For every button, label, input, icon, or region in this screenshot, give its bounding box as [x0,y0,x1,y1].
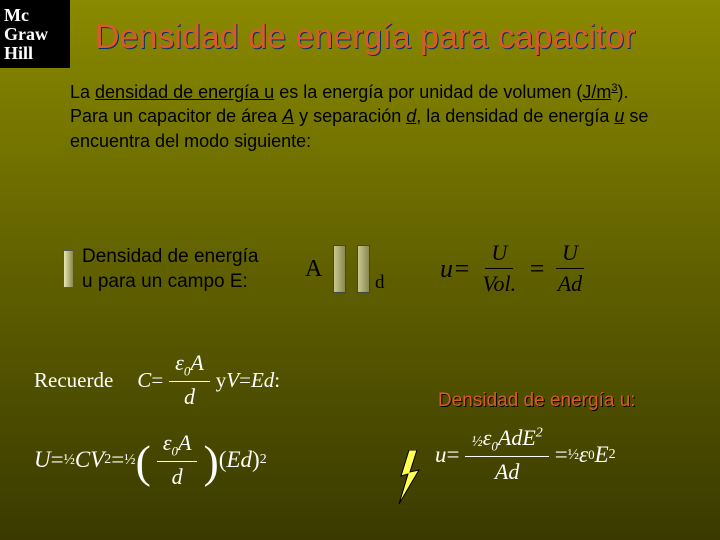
txt: Recuerde [34,368,113,393]
slide-title: Densidad de energía para capacitor [95,18,636,57]
txt: , la densidad de energía [416,106,614,126]
var: ε [175,350,184,375]
recall-formula: Recuerde C = ε0A d y V = Ed : [34,350,280,410]
var: U [34,447,51,473]
result-label: Densidad de energía u: [438,390,636,412]
bullet-icon [63,250,74,288]
txt: A [282,106,294,126]
txt: y [216,368,227,393]
txt: u para un campo E: [82,270,258,295]
formula-result: u = ½ε0AdE2 Ad = ½ ε 0 E 2 [435,425,616,485]
separation-label: d [375,272,385,294]
num: U [556,240,584,269]
var: d [178,382,201,410]
formula-density-def: u = U Vol. = U Ad [440,240,594,297]
txt: d [406,106,416,126]
var: V [90,447,104,473]
intro-paragraph: La densidad de energía u es la energía p… [70,80,670,153]
op: = [528,254,546,284]
var: C [75,447,90,473]
logo-line2: Graw [4,25,66,44]
op: = [51,447,64,473]
txt: u [614,106,624,126]
var: AdE [498,425,536,450]
plate-right [357,245,370,293]
var: A [190,350,203,375]
op: = [453,254,471,284]
formula-energy: U = ½ C V 2 = ½ ( ε0A d ) ( Ed ) 2 [34,430,267,490]
frac: ½ [471,434,482,450]
var: Ed [226,447,252,473]
publisher-logo: Mc Graw Hill [0,0,70,68]
var: u [435,442,447,468]
txt: Densidad de energía [82,245,258,270]
den: Ad [552,269,588,297]
var: ε [163,430,172,455]
op: = [239,368,251,393]
op: = [555,442,568,468]
txt: densidad de energía u [95,82,274,102]
sup: 2 [609,447,616,463]
sup: 2 [536,426,543,441]
txt: La [70,82,95,102]
var: ε [579,442,588,468]
sup: 2 [104,452,111,468]
paren: ) [252,447,260,473]
frac: ½ [568,447,579,464]
frac: ½ [124,452,135,469]
txt: es la energía por unidad de volumen ( [274,82,582,102]
frac: ½ [64,452,75,469]
lightning-icon [395,450,425,504]
op: = [111,447,124,473]
logo-line1: Mc [4,6,66,25]
paren: ( [136,439,151,485]
txt: : [274,368,280,393]
sup: 2 [260,452,267,468]
op: = [447,442,460,468]
area-label: A [305,256,322,283]
num: U [485,240,513,269]
txt: y separación [294,106,406,126]
op: = [151,368,163,393]
var: E [595,442,609,468]
txt: J/m [582,82,611,102]
var: Ed [251,368,274,393]
density-label: Densidad de energía u para un campo E: [82,245,258,294]
var: C [137,368,151,393]
var: V [226,368,239,393]
den: Vol. [477,269,523,297]
var: Ad [489,457,525,485]
paren: ) [203,439,218,485]
logo-line3: Hill [4,44,66,63]
var: A [178,430,191,455]
var: u [440,254,453,284]
plate-left [333,245,346,293]
var: d [166,462,189,490]
